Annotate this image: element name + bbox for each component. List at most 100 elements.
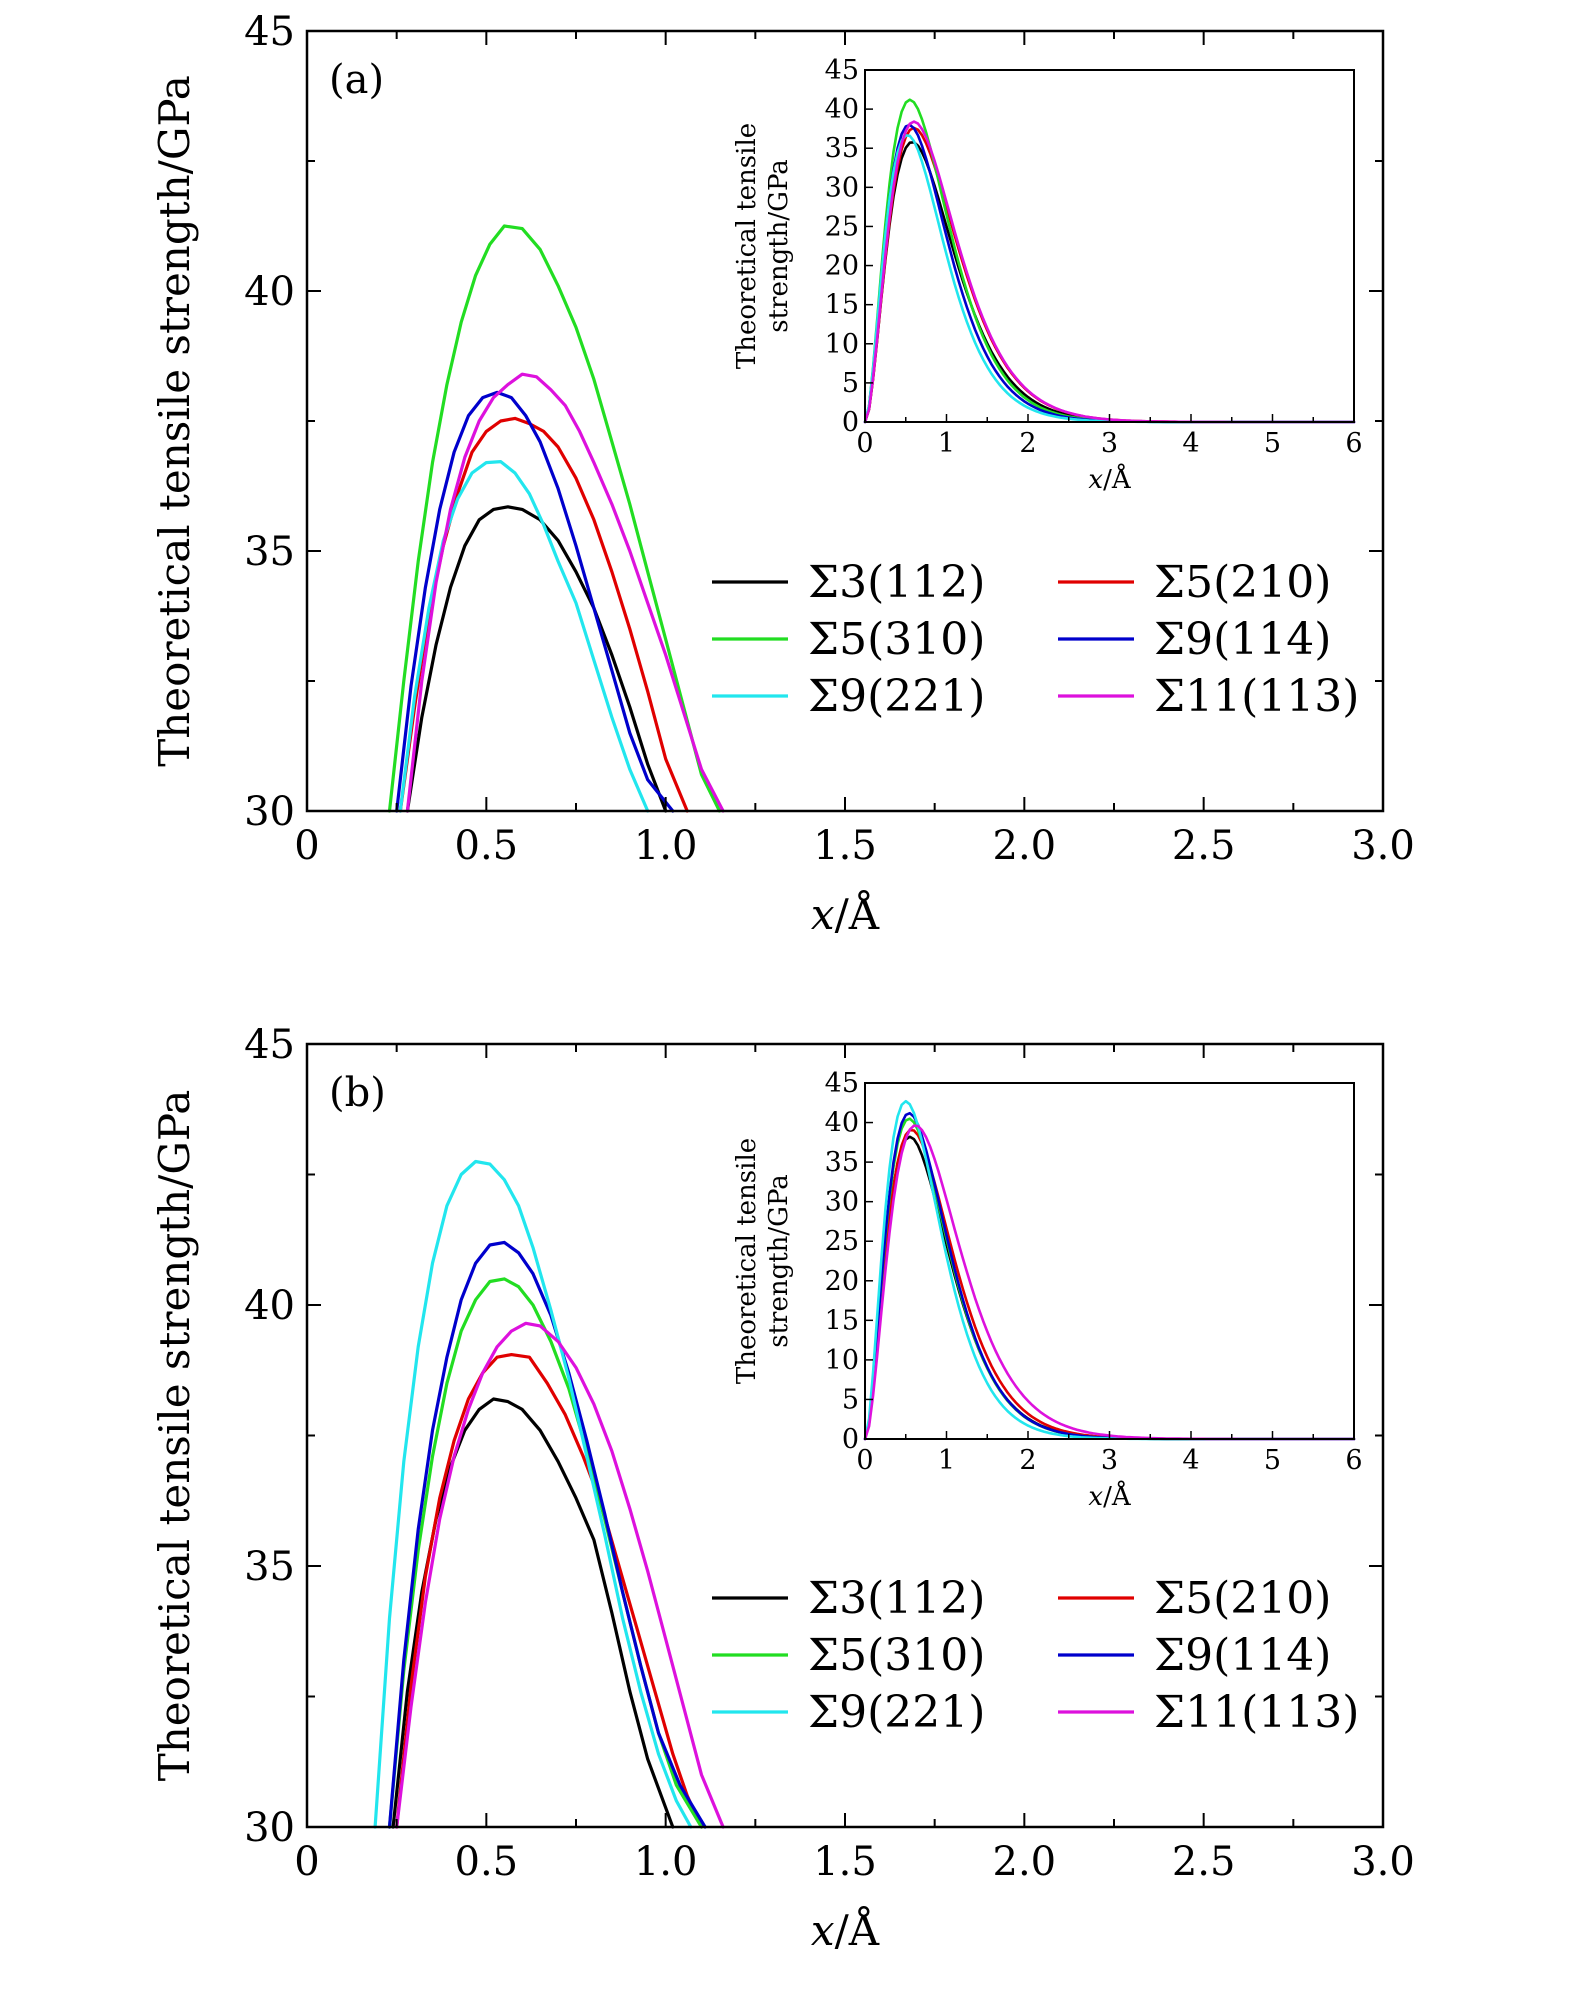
legend-label: Σ11(113) bbox=[1154, 671, 1359, 722]
x-tick-label: 0.5 bbox=[455, 1839, 519, 1885]
inset-y-tick-label: 45 bbox=[825, 1068, 859, 1099]
x-tick-label: 1.0 bbox=[634, 1839, 698, 1885]
series-line-Σ9(221) bbox=[373, 1159, 693, 1829]
series-line-Σ11(113) bbox=[405, 372, 725, 813]
inset-y-tick-label: 15 bbox=[825, 290, 859, 321]
y-tick-label: 40 bbox=[244, 269, 295, 315]
inset-y-tick-label: 25 bbox=[825, 1226, 859, 1257]
inset-y-tick-label: 40 bbox=[825, 1108, 859, 1139]
main-plot-0: 0 0.5 1.0 1.5 2.0 2.5 3.030354045x/ÅTheoretica… bbox=[150, 9, 1415, 939]
legend-label: Σ3(112) bbox=[808, 1573, 985, 1624]
inset-x-tick-label: 0 bbox=[856, 1445, 873, 1476]
legend-label: Σ9(114) bbox=[1154, 1630, 1331, 1681]
inset-plot-3: 0 1 2 3 4 5 6051015202530354045x/ÅTheoretical … bbox=[732, 1068, 1363, 1512]
inset-series-line-Σ9(114) bbox=[863, 1111, 1356, 1441]
legend-label: Σ5(310) bbox=[808, 1630, 985, 1681]
x-tick-label: 1.5 bbox=[813, 823, 877, 869]
x-axis-title: x/Å bbox=[811, 1905, 880, 1955]
legend-label: Σ9(221) bbox=[808, 1687, 985, 1738]
y-tick-label: 30 bbox=[244, 789, 295, 835]
inset-series-line-Σ11(113) bbox=[863, 1124, 1356, 1441]
y-axis-title: Theoretical tensile strength/GPa bbox=[150, 75, 199, 767]
y-tick-label: 35 bbox=[244, 529, 295, 575]
inset-x-tick-label: 4 bbox=[1182, 1445, 1199, 1476]
inset-series-line-Σ9(221) bbox=[863, 1099, 1356, 1441]
inset-x-tick-label: 5 bbox=[1264, 1445, 1281, 1476]
legend-a: Σ3(112) Σ5(210) Σ5(310) Σ9(114) Σ9(221) Σ11(1… bbox=[712, 557, 1359, 722]
panel-label: (a) bbox=[329, 57, 384, 103]
inset-x-tick-label: 5 bbox=[1264, 428, 1281, 459]
inset-x-tick-label: 2 bbox=[1019, 428, 1036, 459]
inset-x-tick-label: 1 bbox=[938, 1445, 955, 1476]
legend-b: Σ3(112) Σ5(210) Σ5(310) Σ9(114) Σ9(221) Σ11(1… bbox=[712, 1573, 1359, 1738]
x-tick-label: 1.5 bbox=[813, 1839, 877, 1885]
y-tick-label: 40 bbox=[244, 1283, 295, 1329]
panel-label: (b) bbox=[329, 1070, 386, 1116]
legend-label: Σ5(210) bbox=[1154, 1573, 1331, 1624]
inset-x-tick-label: 3 bbox=[1101, 1445, 1118, 1476]
legend-label: Σ11(113) bbox=[1154, 1687, 1359, 1738]
x-tick-label: 0 bbox=[294, 823, 319, 869]
inset-x-tick-label: 3 bbox=[1101, 428, 1118, 459]
inset-frame bbox=[864, 69, 1355, 423]
x-axis-title: x/Å bbox=[811, 889, 880, 939]
series-line-Σ9(114) bbox=[387, 1240, 707, 1829]
inset-y-tick-label: 20 bbox=[825, 1266, 859, 1297]
inset-y-tick-label: 15 bbox=[825, 1305, 859, 1336]
inset-x-tick-label: 6 bbox=[1345, 1445, 1362, 1476]
inset-frame bbox=[864, 1082, 1355, 1440]
x-tick-label: 3.0 bbox=[1351, 823, 1415, 869]
inset-x-axis-title: x/Å bbox=[1088, 463, 1131, 495]
inset-y-axis-title: Theoretical tensilestrength/GPa bbox=[732, 123, 794, 369]
inset-y-tick-label: 35 bbox=[825, 1147, 859, 1178]
x-tick-label: 3.0 bbox=[1351, 1839, 1415, 1885]
inset-y-tick-label: 35 bbox=[825, 133, 859, 164]
inset-y-tick-label: 25 bbox=[825, 211, 859, 242]
inset-y-tick-label: 0 bbox=[842, 1424, 859, 1455]
inset-x-tick-label: 2 bbox=[1019, 1445, 1036, 1476]
y-axis-title: Theoretical tensile strength/GPa bbox=[150, 1090, 199, 1782]
series-line-Σ3(112) bbox=[405, 505, 668, 813]
inset-y-tick-label: 30 bbox=[825, 1187, 859, 1218]
inset-y-tick-label: 40 bbox=[825, 94, 859, 125]
inset-y-tick-label: 0 bbox=[842, 407, 859, 438]
inset-x-tick-label: 0 bbox=[856, 428, 873, 459]
legend-label: Σ9(221) bbox=[808, 671, 985, 722]
inset-series-line-Σ5(210) bbox=[863, 1128, 1356, 1441]
inset-y-axis-title: Theoretical tensilestrength/GPa bbox=[732, 1138, 794, 1384]
y-tick-label: 30 bbox=[244, 1805, 295, 1851]
series-line-Σ5(310) bbox=[387, 224, 722, 813]
y-tick-label: 35 bbox=[244, 1544, 295, 1590]
inset-series-line-Σ3(112) bbox=[863, 1135, 1356, 1441]
inset-x-axis-title: x/Å bbox=[1088, 1480, 1131, 1512]
x-tick-label: 1.0 bbox=[634, 823, 698, 869]
x-tick-label: 2.0 bbox=[993, 1839, 1057, 1885]
x-tick-label: 2.0 bbox=[993, 823, 1057, 869]
inset-x-tick-label: 4 bbox=[1182, 428, 1199, 459]
series-line-Σ5(210) bbox=[395, 1352, 704, 1829]
x-tick-label: 0 bbox=[294, 1839, 319, 1885]
x-tick-label: 0.5 bbox=[455, 823, 519, 869]
legend-label: Σ5(210) bbox=[1154, 557, 1331, 608]
main-plot-2: 0 0.5 1.0 1.5 2.0 2.5 3.030354045x/ÅTheoretica… bbox=[150, 1022, 1415, 1955]
inset-series-line-Σ5(310) bbox=[863, 98, 1356, 424]
y-tick-label: 45 bbox=[244, 1022, 295, 1068]
legend-label: Σ9(114) bbox=[1154, 614, 1331, 665]
legend-label: Σ3(112) bbox=[808, 557, 985, 608]
series-line-Σ3(112) bbox=[391, 1397, 675, 1829]
y-tick-label: 45 bbox=[244, 9, 295, 55]
inset-y-tick-label: 30 bbox=[825, 172, 859, 203]
inset-y-tick-label: 10 bbox=[825, 1345, 859, 1376]
inset-y-tick-label: 20 bbox=[825, 251, 859, 282]
inset-y-tick-label: 5 bbox=[842, 368, 859, 399]
inset-x-tick-label: 1 bbox=[938, 428, 955, 459]
series-line-Σ11(113) bbox=[395, 1321, 725, 1829]
legend-label: Σ5(310) bbox=[808, 614, 985, 665]
x-tick-label: 2.5 bbox=[1172, 823, 1236, 869]
inset-x-tick-label: 6 bbox=[1345, 428, 1362, 459]
inset-y-tick-label: 5 bbox=[842, 1384, 859, 1415]
x-tick-label: 2.5 bbox=[1172, 1839, 1236, 1885]
series-line-Σ9(114) bbox=[395, 390, 675, 813]
inset-y-tick-label: 10 bbox=[825, 329, 859, 360]
